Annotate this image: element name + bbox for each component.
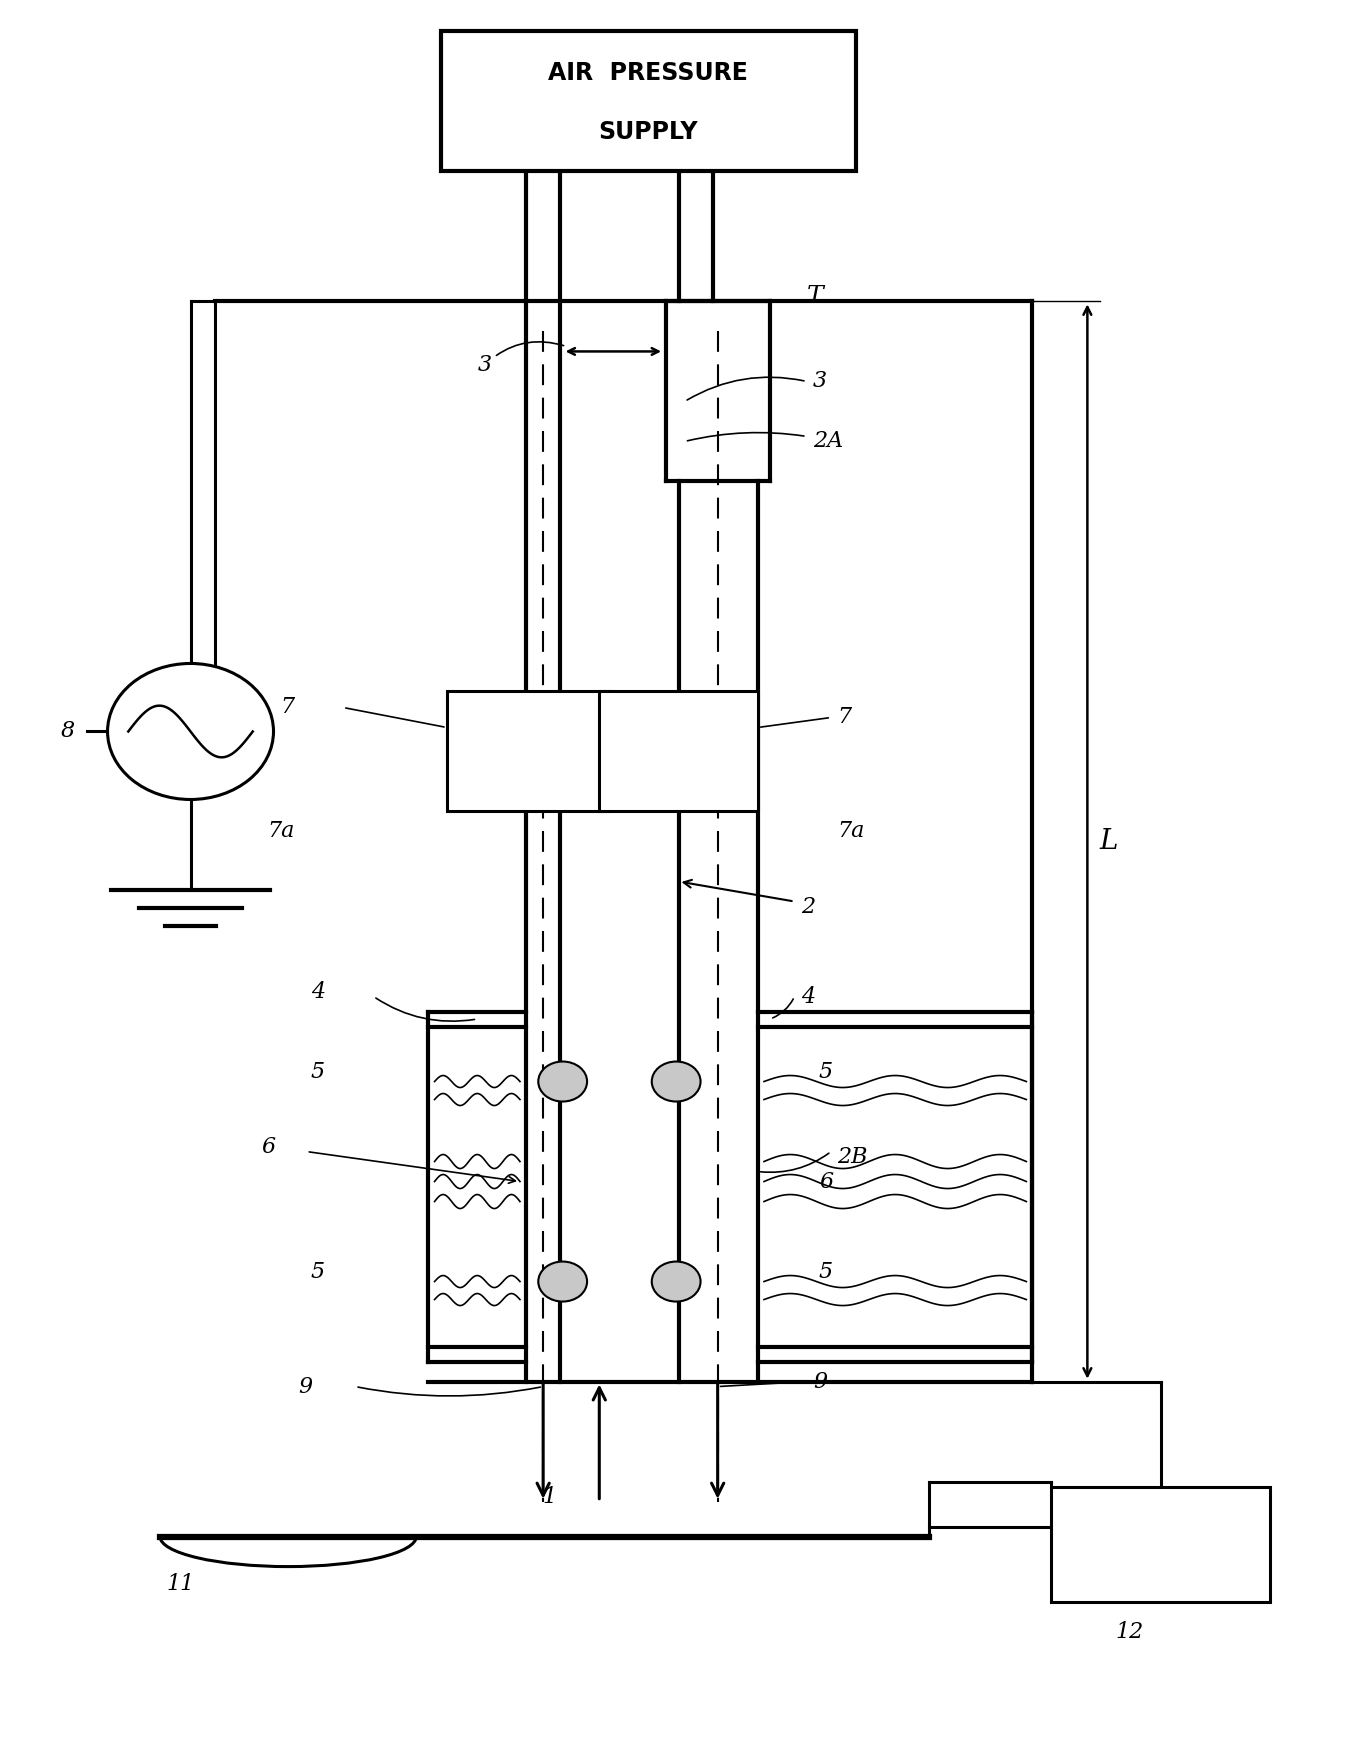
Text: 11: 11: [167, 1572, 195, 1595]
Circle shape: [652, 1262, 701, 1301]
Text: 2: 2: [800, 896, 815, 917]
Text: 4: 4: [800, 985, 815, 1008]
Text: 4: 4: [311, 980, 324, 1003]
Text: 6: 6: [262, 1136, 276, 1157]
Text: 7a: 7a: [266, 820, 295, 843]
Text: 12: 12: [1116, 1620, 1145, 1643]
Text: 5: 5: [311, 1260, 324, 1283]
Circle shape: [108, 663, 273, 799]
Text: 5: 5: [819, 1061, 833, 1083]
Circle shape: [652, 1062, 701, 1101]
Circle shape: [538, 1062, 586, 1101]
Text: AIR  PRESSURE: AIR PRESSURE: [549, 61, 748, 86]
Text: 9: 9: [812, 1371, 827, 1392]
Text: 3: 3: [812, 370, 827, 393]
Text: 3: 3: [477, 342, 564, 377]
Bar: [447, 691, 612, 812]
Text: 9: 9: [299, 1376, 312, 1397]
Text: 7: 7: [280, 696, 295, 719]
Text: T: T: [807, 286, 823, 309]
Text: 5: 5: [819, 1260, 833, 1283]
Text: 7a: 7a: [837, 820, 865, 843]
Text: L: L: [1100, 827, 1118, 855]
Text: 5: 5: [311, 1061, 324, 1083]
Bar: [1050, 1487, 1271, 1602]
Text: 8: 8: [61, 720, 74, 743]
Bar: [600, 691, 759, 812]
Text: SUPPLY: SUPPLY: [599, 121, 698, 144]
Text: 2A: 2A: [812, 431, 843, 452]
Text: 1: 1: [542, 1485, 557, 1508]
Text: 6: 6: [819, 1171, 833, 1192]
Text: 2B: 2B: [837, 1145, 868, 1167]
Text: 7: 7: [837, 706, 851, 729]
Circle shape: [538, 1262, 586, 1301]
Bar: [441, 32, 855, 172]
